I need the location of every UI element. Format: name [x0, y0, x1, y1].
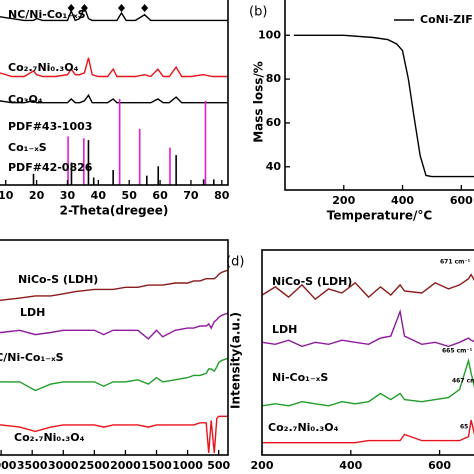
panel: NC/Ni-Co₁₋ₓS Co₂.₇Ni₀.₃O₄ Co₃O₄ PDF#43-1003…	[0, 0, 230, 218]
series-label: Co₂.₇Ni₀.₃O₄	[14, 431, 85, 444]
y-tick-label: 100	[258, 28, 281, 41]
y-axis-label: Intensity(a.u.)	[229, 312, 243, 409]
series-line	[0, 269, 229, 301]
plot-frame	[284, 0, 474, 191]
peak-marker	[141, 4, 149, 12]
x-axis-label: 2-Theta(dregee)	[60, 204, 169, 218]
x-tick-label: 30	[60, 189, 76, 202]
y-tick-label: 80	[266, 72, 282, 85]
series-line	[261, 273, 474, 301]
series-label: NC/Ni-Co₁₋ₓS	[0, 351, 64, 364]
series-label: NiCo-S (LDH)	[272, 275, 352, 288]
x-tick-label: 60	[152, 189, 168, 202]
annotation: 65	[460, 424, 468, 431]
peak-marker	[80, 4, 88, 12]
x-axis-label: Temperature/°C	[327, 209, 433, 223]
x-tick-label: 400	[339, 459, 362, 472]
series-line	[0, 5, 228, 22]
panel: 200 400 600 40 60 80 100 Temperature/°C Mass los…	[249, 0, 474, 223]
annotation: Co₁₋ₓS	[8, 141, 47, 154]
annotation: 671 cm⁻¹	[440, 259, 471, 266]
panel: NiCo-S (LDH) LDH NC/Ni-Co₁₋ₓS Co₂.₇Ni₀.₃O₄ 4…	[0, 239, 230, 474]
y-tick-label: 60	[266, 116, 282, 129]
x-tick-label: 20	[29, 189, 45, 202]
series-line	[261, 357, 474, 407]
series-line	[0, 357, 229, 392]
plot-frame	[261, 249, 474, 456]
x-tick-label: 40	[91, 189, 107, 202]
series-line	[293, 34, 474, 178]
series-label: LDH	[20, 306, 45, 319]
series-line	[0, 312, 229, 340]
legend-label: CoNi-ZIF	[420, 13, 473, 26]
series-label: Co₃O₄	[8, 93, 43, 106]
x-tick-label: 200	[332, 194, 355, 207]
reference-label: PDF#42-0826	[8, 161, 93, 174]
plot-frame	[0, 0, 229, 186]
x-tick-label: 2000	[110, 459, 141, 472]
series-line	[0, 415, 228, 453]
y-axis-label: Mass loss/%	[252, 61, 266, 143]
x-tick-label: 3000	[48, 459, 79, 472]
series-line	[0, 93, 228, 104]
peak-marker	[67, 4, 75, 12]
x-tick-label: 10	[0, 189, 14, 202]
peak-marker	[117, 4, 125, 12]
x-tick-label: 400	[391, 194, 414, 207]
x-tick-label: 3500	[17, 459, 48, 472]
x-tick-label: 600	[428, 459, 451, 472]
plot-frame	[0, 239, 229, 456]
series-line	[261, 308, 474, 348]
reference-label: PDF#43-1003	[8, 120, 92, 133]
annotation: 467 cm⁻¹	[452, 378, 474, 385]
x-tick-label: 200	[251, 459, 274, 472]
x-tick-label: 1000	[172, 459, 203, 472]
x-tick-label: 2500	[79, 459, 110, 472]
x-tick-label: 80	[214, 189, 230, 202]
annotation: 665 cm⁻¹	[442, 348, 473, 355]
series-line	[262, 419, 474, 444]
series-label: Ni-Co₁₋ₓS	[272, 371, 328, 384]
panel: NiCo-S (LDH) LDH Ni-Co₁₋ₓS Co₂.₇Ni₀.₃O₄ 671 …	[226, 249, 474, 474]
x-tick-label: 500	[207, 459, 230, 472]
series-label: Co₂.₇Ni₀.₃O₄	[268, 421, 339, 434]
x-tick-label: 50	[122, 189, 138, 202]
series-label: NC/Ni-Co₁₋ₓS	[8, 8, 86, 21]
x-tick-label: 70	[183, 189, 199, 202]
series-label: NiCo-S (LDH)	[18, 273, 98, 286]
x-tick-label: 1500	[141, 459, 172, 472]
panel-label: (d)	[226, 255, 244, 270]
x-tick-label: 600	[450, 194, 473, 207]
panel-label: (b)	[249, 5, 267, 20]
series-label: LDH	[272, 323, 297, 336]
series-label: Co₂.₇Ni₀.₃O₄	[8, 61, 79, 74]
y-tick-label: 40	[266, 160, 282, 173]
x-tick-label: 4000	[0, 459, 17, 472]
series-line	[0, 57, 228, 78]
